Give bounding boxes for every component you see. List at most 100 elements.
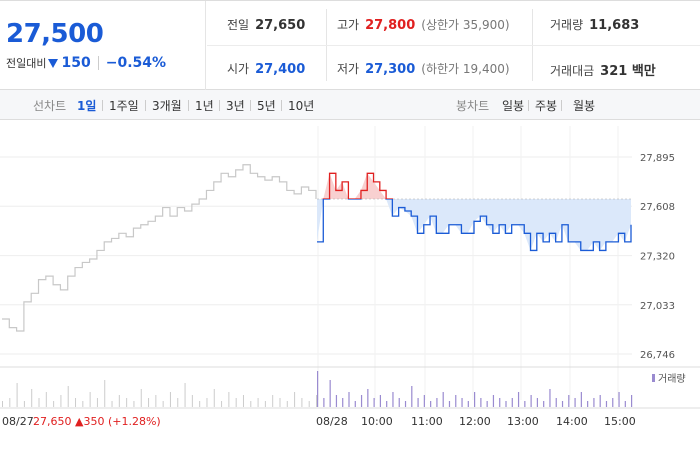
volume-bar-today [335, 395, 338, 407]
tab-10y[interactable]: 10년 [288, 99, 315, 113]
stat-amount: 거래대금 321 백만 [550, 60, 656, 79]
y-tick-label: 27,608 [640, 202, 675, 213]
tab-1y[interactable]: 1년 [195, 99, 214, 113]
x-tick-label: 15:00 [604, 415, 636, 428]
series-line-prev-day [2, 164, 317, 332]
volume-bar-today [436, 398, 438, 407]
volume-bar-today [536, 398, 538, 407]
tab-3m[interactable]: 3개월 [152, 99, 182, 113]
tab-weekly[interactable]: 주봉 [535, 99, 558, 113]
volume-bar-prev [126, 398, 128, 407]
volume-bar-today [593, 398, 595, 407]
volume-bar-today [587, 401, 589, 407]
volume-bar-prev [221, 401, 223, 407]
volume-bar-prev [191, 395, 193, 407]
prev-day-annotation: 27,650 ▲350 (+1.28%) [33, 415, 161, 428]
volume-bar-today [549, 389, 551, 407]
volume-bar-today [392, 392, 394, 407]
volume-bar-prev [206, 398, 208, 407]
y-tick-label: 26,746 [640, 350, 675, 361]
stat-volume: 거래량 11,683 [550, 16, 639, 33]
volume-bar-prev [111, 401, 113, 407]
volume-bar-prev [228, 392, 230, 407]
x-tick-label: 14:00 [556, 415, 588, 428]
volume-bar-today [461, 398, 463, 407]
volume-bar-prev [286, 401, 288, 407]
volume-bar-today [404, 401, 407, 407]
volume-bar-prev [294, 392, 296, 407]
upper-limit: (상한가 35,900) [421, 18, 510, 32]
stat-open: 시가 27,400 [227, 60, 305, 77]
x-tick-label: 12:00 [459, 415, 491, 428]
tab-5y[interactable]: 5년 [257, 99, 276, 113]
stat-value: 11,683 [589, 18, 640, 33]
quote-panel: 27,500 전일대비 150 −0.54% 전일 27,650 고가 27,8… [0, 0, 700, 90]
divider [102, 100, 103, 111]
x-tick-label: 08/27 [2, 415, 34, 428]
tab-1w[interactable]: 1주일 [109, 99, 139, 113]
volume-bar-prev [242, 395, 244, 407]
volume-bar-prev [60, 395, 62, 407]
divider [281, 100, 282, 111]
change-value: 150 [61, 55, 91, 71]
volume-bar-prev [45, 392, 47, 407]
area-fill-down [317, 199, 631, 251]
volume-bar-prev [118, 395, 120, 407]
volume-bar-prev [272, 395, 274, 407]
volume-bar-prev [82, 401, 84, 407]
volume-bar-today [568, 395, 570, 407]
volume-bar-today [423, 395, 425, 407]
volume-bar-today [317, 371, 319, 407]
volume-bar-today [360, 395, 363, 407]
divider [145, 100, 146, 111]
change-percent: −0.54% [105, 55, 167, 71]
volume-bar-prev [155, 395, 157, 407]
volume-bar-today [467, 401, 469, 407]
stat-label: 거래대금 [550, 64, 595, 78]
y-tick-label: 27,033 [640, 301, 675, 312]
divider [207, 45, 700, 46]
volume-bar-prev [67, 386, 69, 407]
volume-bar-today [499, 398, 501, 407]
current-price: 27,500 [6, 19, 104, 49]
volume-bar-today [505, 401, 507, 407]
stat-label: 시가 [227, 62, 250, 76]
x-tick-label: 13:00 [507, 415, 539, 428]
volume-legend-swatch [652, 374, 655, 382]
volume-bar-today [323, 398, 325, 407]
volume-bar-today [430, 401, 432, 407]
volume-bar-today [580, 392, 582, 407]
y-tick-label: 27,320 [640, 252, 675, 263]
divider [188, 100, 189, 111]
volume-bar-prev [250, 401, 252, 407]
volume-bar-today [561, 401, 564, 407]
tab-monthly[interactable]: 월봉 [573, 99, 596, 113]
volume-bar-prev [104, 380, 106, 407]
stat-value: 27,300 [365, 62, 416, 77]
divider [97, 56, 99, 70]
volume-bar-today [517, 392, 520, 407]
volume-bar-prev [53, 401, 55, 407]
divider [561, 100, 562, 111]
stat-high: 고가 27,800 (상한가 35,900) [337, 16, 510, 33]
tab-3y[interactable]: 3년 [226, 99, 245, 113]
series-line-today-down [317, 199, 632, 252]
candle-chart-header: 봉차트 [456, 99, 490, 113]
volume-bar-today [492, 395, 495, 407]
volume-bar-today [442, 392, 444, 407]
prev-day-price: 27,650 [33, 415, 75, 428]
tab-daily[interactable]: 일봉 [502, 99, 525, 113]
stat-value: 27,800 [365, 18, 416, 33]
volume-bar-today [612, 398, 614, 407]
divider [250, 100, 251, 111]
volume-legend-label: 거래량 [658, 373, 686, 385]
volume-bar-today [455, 395, 457, 407]
price-box: 27,500 전일대비 150 −0.54% [0, 1, 206, 90]
tab-1d[interactable]: 1일 [77, 99, 97, 113]
volume-bar-today [624, 401, 626, 407]
volume-bar-prev [177, 398, 179, 407]
volume-bar-prev [199, 401, 201, 407]
chart-tabs: 선차트 1일 1주일 3개월 1년 3년 5년 10년 봉차트 일봉 주봉 월봉 [0, 90, 700, 120]
stat-value: 321 백만 [600, 64, 656, 79]
